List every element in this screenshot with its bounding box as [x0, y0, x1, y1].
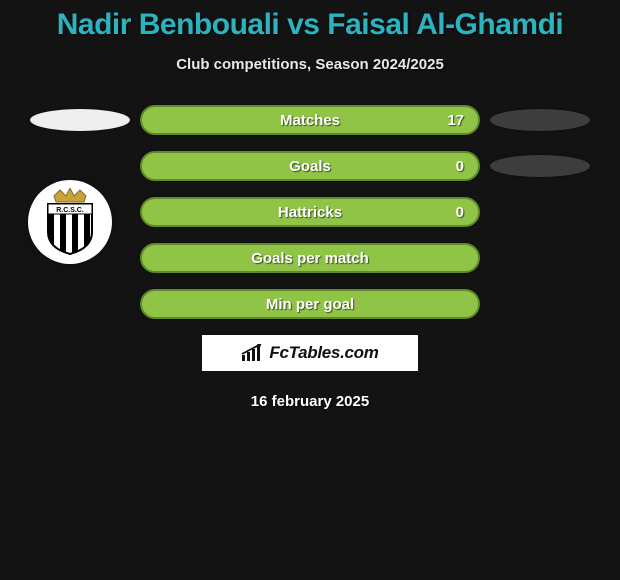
left-value-ellipse: [30, 109, 130, 131]
stat-value-right: 0: [456, 204, 464, 221]
stat-label: Goals: [142, 158, 478, 175]
left-value-ellipse: [30, 155, 130, 177]
stat-label: Hattricks: [142, 204, 478, 221]
page-title: Nadir Benbouali vs Faisal Al-Ghamdi: [0, 0, 620, 42]
date-stamp: 16 february 2025: [0, 393, 620, 410]
stat-label: Min per goal: [142, 296, 478, 313]
stat-row: Min per goal: [0, 289, 620, 319]
stat-row: Matches 17: [0, 105, 620, 135]
svg-text:R.C.S.C.: R.C.S.C.: [56, 207, 84, 214]
right-value-ellipse: [490, 293, 590, 315]
stat-label: Goals per match: [142, 250, 478, 267]
left-value-ellipse: [30, 293, 130, 315]
stat-bar: Goals per match: [140, 243, 480, 273]
infographic-container: Nadir Benbouali vs Faisal Al-Ghamdi Club…: [0, 0, 620, 580]
stat-bar: Hattricks 0: [140, 197, 480, 227]
chart-icon: [241, 344, 263, 362]
right-value-ellipse: [490, 155, 590, 177]
page-subtitle: Club competitions, Season 2024/2025: [0, 56, 620, 73]
watermark-text: FcTables.com: [269, 343, 378, 363]
right-value-ellipse: [490, 247, 590, 269]
crest-icon: R.C.S.C.: [40, 188, 100, 256]
right-value-ellipse: [490, 109, 590, 131]
stat-bar: Goals 0: [140, 151, 480, 181]
team-logo: R.C.S.C.: [28, 180, 112, 264]
stat-bar: Min per goal: [140, 289, 480, 319]
watermark: FcTables.com: [202, 335, 418, 371]
stat-row: Goals 0: [0, 151, 620, 181]
stat-bar: Matches 17: [140, 105, 480, 135]
stat-label: Matches: [142, 112, 478, 129]
right-value-ellipse: [490, 201, 590, 223]
stat-value-right: 0: [456, 158, 464, 175]
stat-value-right: 17: [447, 112, 464, 129]
